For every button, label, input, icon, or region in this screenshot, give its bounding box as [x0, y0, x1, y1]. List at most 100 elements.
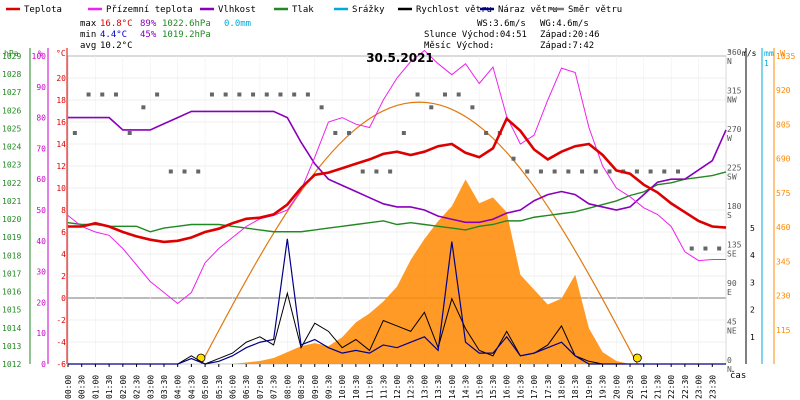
tick-label-deg: 225 — [727, 164, 742, 173]
tick-label-x: 05:30 — [215, 375, 224, 399]
tick-label-hpa: 1019 — [2, 233, 21, 242]
tick-label-x: 04:00 — [174, 375, 183, 399]
tick-label-pct: 60 — [36, 175, 46, 184]
tick-label-x: 11:00 — [366, 375, 375, 399]
info-sunset: Západ:20:46 — [540, 30, 600, 40]
tick-label-x: 19:30 — [599, 375, 608, 399]
tick-label-pct: 50 — [36, 206, 46, 215]
tick-label-pct: 70 — [36, 144, 46, 153]
tick-label-x: 02:00 — [119, 375, 128, 399]
wind-direction-point — [360, 169, 365, 174]
tick-label-x: 01:00 — [91, 375, 100, 399]
tick-label-hpa: 1023 — [2, 161, 21, 170]
tick-label-w: 460 — [776, 223, 791, 232]
chart-title: 30.5.2021 — [366, 51, 434, 65]
tick-label-c: 12 — [56, 162, 66, 171]
sun-elevation-curve — [200, 101, 638, 365]
tick-label-x: 07:00 — [256, 375, 265, 399]
tick-label-hpa: 1020 — [2, 215, 21, 224]
tick-label-hpa: 1017 — [2, 269, 21, 278]
axis-unit-hpa: hPa — [4, 49, 19, 58]
stat-min-temp: 4.4°C — [100, 30, 127, 40]
tick-label-hpa: 1015 — [2, 306, 21, 315]
tick-label-x: 15:30 — [489, 375, 498, 399]
tick-label-dir: N — [727, 365, 732, 374]
tick-label-x: 19:00 — [585, 375, 594, 399]
tick-label-c: 14 — [56, 140, 66, 149]
tick-label-c: 6 — [61, 228, 66, 237]
tick-label-w: 920 — [776, 86, 791, 95]
tick-label-x: 05:00 — [201, 375, 210, 399]
wind-direction-point — [566, 169, 571, 174]
tick-label-x: 22:30 — [681, 375, 690, 399]
ground-temperature-line — [67, 49, 726, 305]
wind-direction-point — [401, 131, 406, 135]
wind-direction-point — [319, 105, 324, 110]
tick-label-w: 115 — [776, 326, 791, 335]
info-wg: WG:4.6m/s — [540, 19, 589, 29]
tick-label-mm: 1 — [764, 59, 769, 68]
legend-item: Náraz větru — [498, 5, 558, 15]
x-axis-label: čas — [730, 370, 746, 381]
wind-direction-point — [182, 169, 187, 174]
tick-label-w: 575 — [776, 189, 791, 198]
tick-label-x: 01:30 — [105, 375, 114, 399]
wind-direction-point — [484, 131, 489, 135]
axis-unit-ms: m/s — [742, 49, 757, 58]
tick-label-c: -4 — [56, 338, 66, 347]
tick-label-ms: 4 — [750, 251, 755, 260]
tick-label-hpa: 1018 — [2, 251, 21, 260]
tick-label-deg: 0 — [727, 356, 732, 365]
tick-label-dir: NE — [727, 327, 737, 336]
tick-label-x: 16:00 — [503, 375, 512, 399]
tick-label-hpa: 1022 — [2, 179, 21, 188]
tick-label-pct: 80 — [36, 114, 46, 123]
tick-label-x: 03:00 — [146, 375, 155, 399]
stat-label-max: max — [80, 19, 97, 29]
wind-direction-point — [168, 169, 173, 174]
tick-label-x: 09:00 — [311, 375, 320, 399]
stat-min-hum: 45% — [140, 30, 157, 40]
tick-label-x: 20:00 — [612, 375, 621, 399]
wind-direction-point — [347, 131, 352, 135]
tick-label-x: 20:30 — [626, 375, 635, 399]
tick-label-x: 10:00 — [338, 375, 347, 399]
tick-label-x: 12:30 — [407, 375, 416, 399]
tick-label-dir: S — [727, 211, 732, 220]
tick-label-c: 16 — [56, 118, 66, 127]
tick-label-ms: 3 — [750, 278, 755, 287]
wind-direction-point — [196, 169, 201, 174]
tick-label-x: 18:30 — [571, 375, 580, 399]
temperature-line — [68, 116, 727, 244]
tick-label-x: 17:30 — [544, 375, 553, 399]
humidity-line — [68, 110, 727, 224]
tick-label-c: 18 — [56, 96, 66, 105]
wind-direction-point — [552, 169, 557, 174]
tick-label-hpa: 1016 — [2, 288, 21, 297]
axis-unit-pct: % — [38, 49, 43, 58]
tick-label-deg: 270 — [727, 125, 742, 134]
tick-label-w: 1035 — [776, 52, 795, 61]
stat-min-press: 1019.2hPa — [162, 30, 211, 40]
tick-label-pct: 30 — [36, 268, 46, 277]
wind-direction-point — [634, 169, 639, 174]
tick-label-pct: 90 — [36, 83, 46, 92]
tick-label-x: 14:00 — [448, 375, 457, 399]
tick-label-hpa: 1024 — [2, 143, 21, 152]
tick-label-ms: 2 — [750, 306, 755, 315]
wind-direction-point — [525, 169, 530, 174]
tick-label-ms: 5 — [750, 224, 755, 233]
tick-label-x: 09:30 — [324, 375, 333, 399]
tick-label-x: 22:00 — [667, 375, 676, 399]
wind-direction-point — [580, 169, 585, 174]
tick-label-deg: 180 — [727, 202, 742, 211]
tick-label-c: 0 — [61, 294, 66, 303]
stat-label-avg: avg — [80, 41, 96, 51]
tick-label-x: 12:00 — [393, 375, 402, 399]
tick-label-ms: 1 — [750, 333, 755, 342]
wind-direction-point — [429, 105, 434, 110]
tick-label-hpa: 1014 — [2, 324, 21, 333]
tick-label-dir: W — [727, 134, 732, 143]
tick-label-dir: SW — [727, 173, 737, 182]
